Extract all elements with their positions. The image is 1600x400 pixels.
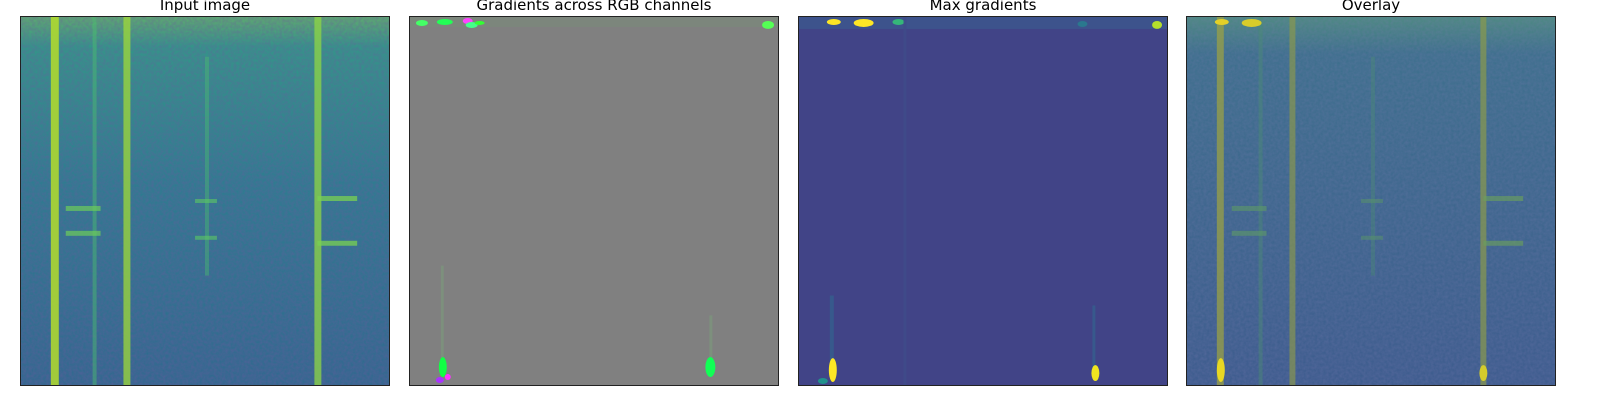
panel-input-image: Input image: [20, 0, 390, 400]
image-overlay: [1186, 16, 1556, 386]
panel-overlay: Overlay: [1186, 0, 1556, 400]
panel-gradients-rgb: Gradients across RGB channels: [409, 0, 779, 400]
image-input-spectrogram: [20, 16, 390, 386]
image-gradients-rgb: [409, 16, 779, 386]
panel-title: Gradients across RGB channels: [476, 0, 712, 14]
panel-title: Overlay: [1341, 0, 1401, 14]
panel-max-gradients: Max gradients: [798, 0, 1168, 400]
panel-title: Max gradients: [929, 0, 1037, 14]
image-max-gradients: [798, 16, 1168, 386]
panel-title: Input image: [159, 0, 251, 14]
